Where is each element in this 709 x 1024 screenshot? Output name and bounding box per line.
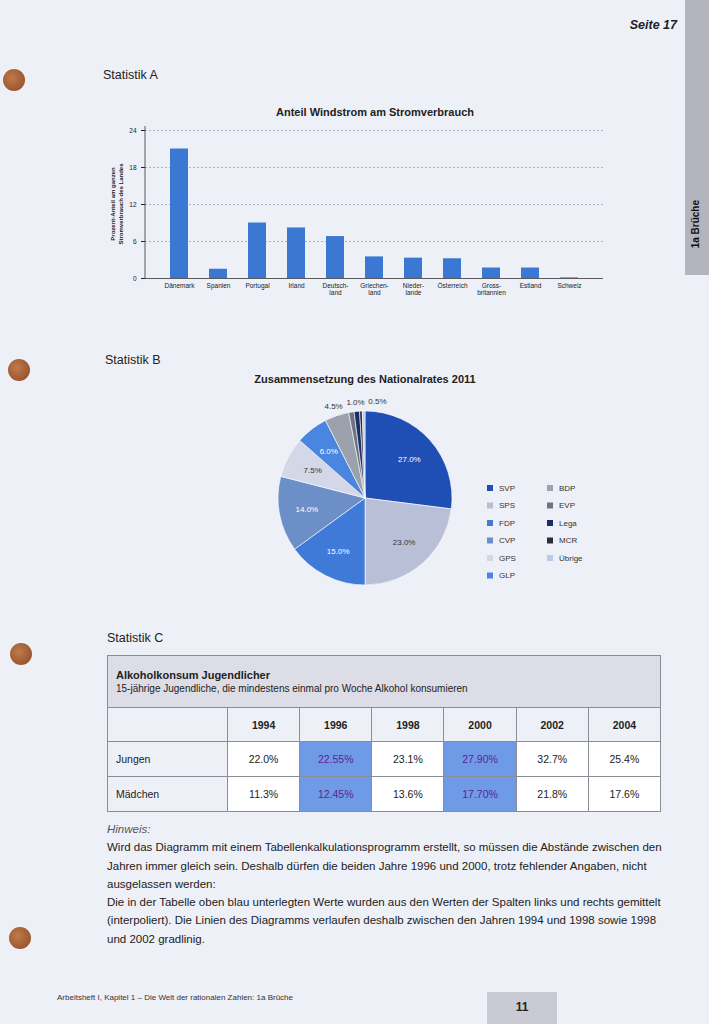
- html-text:21.8%: 21.8%: [537, 788, 568, 800]
- svg-text:Dänemark: Dänemark: [165, 282, 196, 289]
- html-text:1a Brüche: 1a Brüche: [690, 200, 701, 249]
- html-text:1996: 1996: [324, 718, 348, 731]
- html-text:Seite 17: Seite 17: [629, 18, 677, 32]
- svg-text:Deutsch-land: Deutsch-land: [322, 282, 348, 296]
- html-text:Wird das Diagramm mit einem Ta: Wird das Diagramm mit einem Tabellenkalk…: [107, 841, 662, 890]
- svg-text:SVP: SVP: [499, 484, 515, 493]
- html-text:17.70%: 17.70%: [462, 788, 498, 800]
- svg-text:0: 0: [133, 275, 137, 282]
- svg-text:BDP: BDP: [559, 484, 575, 493]
- html-text:Statistik B: Statistik B: [105, 353, 161, 367]
- svg-text:Portugal: Portugal: [245, 282, 270, 290]
- svg-text:FDP: FDP: [499, 519, 515, 528]
- html-text:22.0%: 22.0%: [248, 753, 279, 765]
- svg-text:EVP: EVP: [559, 501, 575, 510]
- svg-text:CVP: CVP: [499, 536, 515, 545]
- html-text:15-jährige Jugendliche, die mi: 15-jährige Jugendliche, die mindestens e…: [116, 683, 468, 694]
- svg-text:14.0%: 14.0%: [296, 505, 319, 514]
- svg-text:Griechen-land: Griechen-land: [360, 282, 389, 296]
- html-text:22.55%: 22.55%: [317, 753, 354, 765]
- svg-text:18: 18: [129, 164, 137, 171]
- html-text:13.6%: 13.6%: [393, 788, 423, 800]
- svg-text:6.0%: 6.0%: [320, 447, 338, 456]
- svg-text:SPS: SPS: [499, 501, 515, 510]
- html-text:Alkoholkonsum Jugendlicher: Alkoholkonsum Jugendlicher: [116, 669, 270, 681]
- html-text:1998: 1998: [396, 718, 420, 731]
- html-text:12.45%: 12.45%: [317, 788, 354, 800]
- html-text:2004: 2004: [612, 718, 637, 731]
- html-text:Die in der Tabelle oben blau u: Die in der Tabelle oben blau unterlegten…: [107, 896, 661, 945]
- html-text:2000: 2000: [468, 718, 492, 731]
- html-text:Mädchen: Mädchen: [116, 788, 160, 800]
- html-text:Statistik C: Statistik C: [107, 631, 164, 645]
- svg-text:27.0%: 27.0%: [398, 455, 421, 464]
- svg-text:15.0%: 15.0%: [327, 547, 350, 556]
- svg-text:0.5%: 0.5%: [368, 397, 386, 406]
- svg-text:12: 12: [129, 201, 137, 208]
- svg-text:Übrige: Übrige: [559, 554, 583, 563]
- svg-text:Lega: Lega: [559, 519, 577, 528]
- svg-text:24: 24: [129, 127, 137, 134]
- html-text:Jungen: Jungen: [116, 753, 151, 765]
- svg-text:23.0%: 23.0%: [393, 538, 416, 547]
- html-text:Statistik A: Statistik A: [103, 68, 158, 82]
- html-text:2002: 2002: [540, 718, 564, 731]
- html-text:Arbeitsheft I, Kapitel 1 – Die: Arbeitsheft I, Kapitel 1 – Die Welt der …: [57, 993, 293, 1002]
- svg-text:GPS: GPS: [499, 554, 516, 563]
- svg-text:Nieder-lande: Nieder-lande: [403, 282, 424, 296]
- html-text:Hinweis:: Hinweis:: [107, 823, 151, 835]
- html-text:25.4%: 25.4%: [609, 753, 640, 765]
- html-text:Anteil Windstrom am Stromverbr: Anteil Windstrom am Stromverbrauch: [276, 106, 474, 118]
- svg-text:1.0%: 1.0%: [346, 398, 364, 407]
- html-text:27.90%: 27.90%: [462, 753, 498, 765]
- html-text:Zusammensetzung des Nationalra: Zusammensetzung des Nationalrates 2011: [254, 373, 476, 385]
- svg-text:Estland: Estland: [520, 282, 542, 289]
- svg-text:6: 6: [133, 238, 137, 245]
- svg-text:Gross-britannien: Gross-britannien: [477, 282, 506, 296]
- svg-text:Schweiz: Schweiz: [557, 282, 581, 289]
- html-text:17.6%: 17.6%: [609, 788, 640, 800]
- svg-text:Österreich: Österreich: [438, 282, 468, 289]
- html-text:32.7%: 32.7%: [537, 753, 568, 765]
- svg-text:Irland: Irland: [288, 282, 305, 289]
- svg-text:7.5%: 7.5%: [304, 466, 322, 475]
- html-text:23.1%: 23.1%: [393, 753, 423, 765]
- svg-text:GLP: GLP: [499, 571, 515, 580]
- svg-text:MCR: MCR: [559, 536, 577, 545]
- html-text:11.3%: 11.3%: [249, 788, 279, 800]
- svg-text:Prozent-Anteil am ganzenStromv: Prozent-Anteil am ganzenStromverbrauch d…: [110, 163, 124, 245]
- html-text:11: 11: [515, 1000, 529, 1014]
- svg-text:Spanien: Spanien: [207, 282, 231, 290]
- html-text:1994: 1994: [251, 718, 276, 731]
- svg-text:4.5%: 4.5%: [324, 402, 342, 411]
